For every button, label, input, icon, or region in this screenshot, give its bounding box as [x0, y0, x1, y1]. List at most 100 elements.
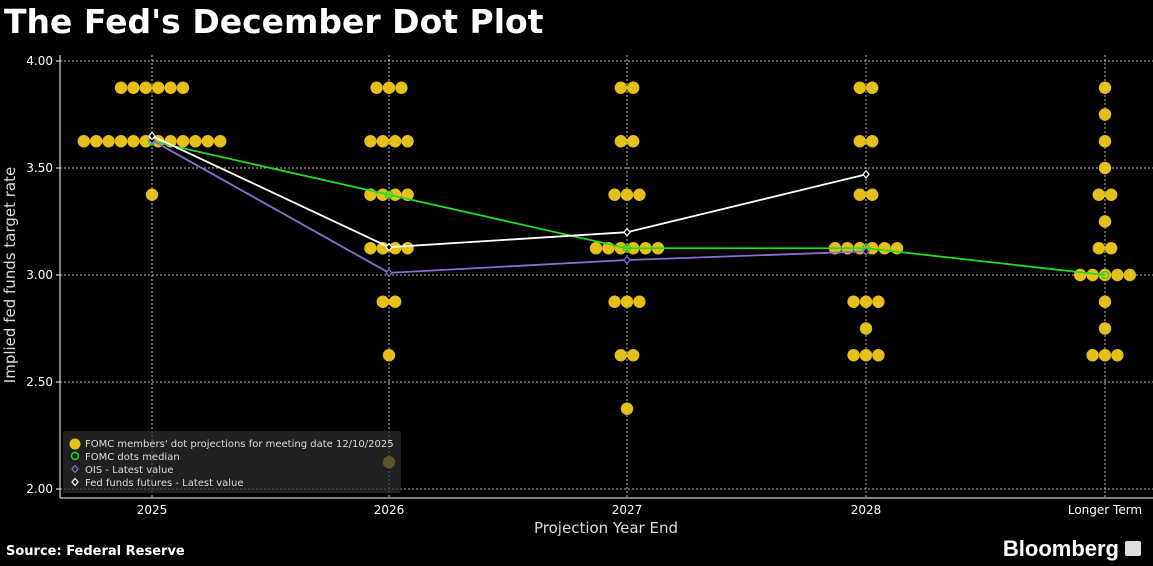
legend-label: OIS - Latest value — [85, 465, 174, 476]
x-tick-label: 2026 — [374, 503, 405, 517]
legend-label: FOMC dots median — [85, 452, 180, 463]
y-tick-label: 3.50 — [26, 161, 53, 175]
fomc-dot — [1098, 349, 1112, 362]
fomc-dot — [127, 135, 140, 148]
fomc-dot — [90, 135, 103, 148]
fomc-dot — [102, 135, 115, 148]
fomc-dot — [1086, 349, 1099, 362]
ois-marker — [623, 255, 631, 265]
fomc-dot — [164, 81, 177, 94]
fomc-dot — [127, 81, 140, 94]
fomc-dot — [872, 295, 885, 308]
fomc-dot — [389, 188, 402, 201]
fomc-dot — [114, 135, 128, 148]
legend-dot-icon — [69, 438, 81, 450]
legend-ois-icon — [71, 464, 79, 474]
fomc-dot — [859, 349, 873, 362]
fomc-dot — [1098, 295, 1112, 308]
fomc-dot — [853, 81, 866, 94]
fomc-dot — [139, 135, 152, 148]
fomc-dot — [1098, 108, 1112, 121]
fomc-dot — [77, 135, 91, 148]
fomc-dot — [866, 81, 879, 94]
y-tick-label: 2.00 — [26, 482, 53, 496]
fomc-dot — [859, 322, 873, 335]
fomc-dot — [370, 81, 383, 94]
fomc-dot — [614, 242, 627, 255]
fomc-dot — [382, 349, 396, 362]
legend-label: Fed funds futures - Latest value — [85, 478, 244, 489]
fomc-dot — [1074, 268, 1087, 282]
fomc-dot — [866, 188, 879, 201]
futures-marker — [623, 227, 631, 237]
fomc-dot — [627, 349, 640, 362]
fomc-dot — [878, 242, 891, 255]
fomc-dot — [176, 135, 190, 148]
fomc-dot — [847, 349, 860, 362]
fomc-dot — [1098, 322, 1112, 335]
futures-marker — [148, 131, 156, 141]
fomc-dot — [866, 135, 879, 148]
fomc-dot — [1098, 135, 1112, 148]
fomc-dot — [633, 295, 646, 308]
fomc-dot — [389, 242, 402, 255]
legend-box — [63, 431, 401, 493]
fomc-dot — [627, 135, 640, 148]
x-tick-label: 2028 — [851, 503, 882, 517]
futures-marker — [385, 242, 393, 252]
fomc-dot — [201, 135, 214, 148]
fomc-dot — [382, 81, 396, 94]
fomc-dot — [633, 188, 646, 201]
fomc-dot — [859, 295, 873, 308]
legend-median-icon — [70, 451, 80, 461]
fomc-dot — [620, 295, 634, 308]
fomc-dot — [389, 295, 402, 308]
y-tick-label: 4.00 — [26, 54, 53, 68]
fomc-dot — [1105, 242, 1118, 255]
fomc-dot — [853, 135, 866, 148]
fomc-dot — [1098, 81, 1112, 94]
fomc-dot — [1123, 268, 1137, 282]
fomc-dot — [614, 135, 627, 148]
fomc-dot — [114, 81, 128, 94]
fomc-dot — [853, 188, 866, 201]
fomc-dot — [1105, 188, 1118, 201]
fomc-dot — [620, 188, 634, 201]
fomc-dot — [1111, 268, 1124, 282]
fomc-dot — [389, 135, 402, 148]
fomc-dot — [614, 81, 627, 94]
median-line — [151, 140, 1106, 276]
y-tick-label: 2.50 — [26, 375, 53, 389]
fomc-dot — [364, 135, 377, 148]
fomc-dot — [176, 81, 190, 94]
chart-title: The Fed's December Dot Plot — [4, 2, 544, 41]
fomc-dot — [1098, 161, 1112, 175]
fomc-dot — [614, 349, 627, 362]
fomc-dot — [589, 242, 603, 255]
fomc-dot — [1098, 215, 1112, 228]
fomc-dot — [608, 188, 621, 201]
ois-marker — [862, 247, 870, 256]
fomc-dot — [627, 81, 640, 94]
futures-line — [151, 135, 867, 249]
fomc-dot — [139, 81, 152, 94]
ois-line — [151, 139, 867, 274]
fomc-dot — [395, 81, 408, 94]
x-tick-label: 2025 — [137, 503, 168, 517]
bloomberg-logo: Bloomberg — [1002, 536, 1119, 561]
fomc-dot — [608, 295, 621, 308]
fomc-dot — [1111, 349, 1124, 362]
ois-marker — [385, 268, 393, 278]
fomc-dot — [401, 135, 414, 148]
median-marker — [1100, 270, 1110, 280]
fomc-dot — [1092, 242, 1106, 255]
x-axis-label: Projection Year End — [534, 519, 678, 537]
bloomberg-chart-icon — [1125, 541, 1141, 556]
fomc-dot — [376, 188, 389, 201]
median-marker — [622, 244, 632, 253]
y-axis-label: Implied fed funds target rate — [1, 167, 19, 383]
fomc-dot — [1086, 268, 1099, 282]
fomc-dot — [1092, 188, 1106, 201]
futures-marker — [862, 169, 870, 179]
